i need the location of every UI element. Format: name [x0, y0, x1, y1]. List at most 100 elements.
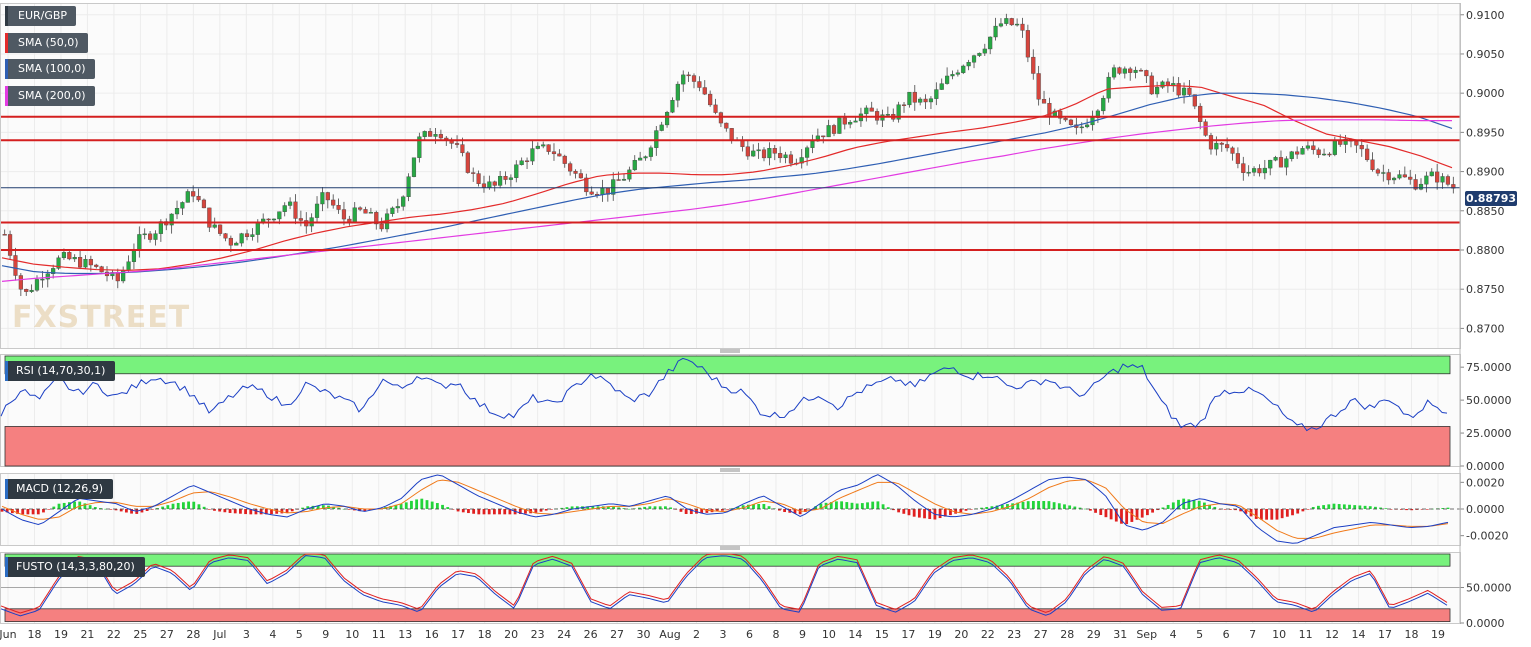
candle-body [1106, 76, 1111, 99]
candle-body [1009, 18, 1014, 26]
macd-histogram-bar [658, 506, 662, 509]
x-tick-label: 19 [928, 628, 942, 641]
macd-title[interactable]: MACD (12,26,9) [5, 479, 114, 499]
rsi-tick-label: 0.0000 [1466, 460, 1505, 473]
macd-histogram-bar [472, 509, 476, 514]
fusto-title-label: FUSTO (14,3,3,80,20) [16, 560, 135, 573]
candle-body [476, 173, 481, 184]
macd-histogram-bar [783, 509, 787, 513]
macd-histogram-bar [430, 501, 434, 509]
candle-body [1004, 18, 1009, 24]
macd-histogram-bar [741, 505, 745, 509]
macd-histogram-bar [1337, 504, 1341, 509]
x-tick-label: 11 [372, 628, 386, 641]
macd-histogram-bar [886, 507, 890, 509]
macd-histogram-bar [943, 509, 947, 517]
x-tick-label: 30 [637, 628, 651, 641]
candle-body [772, 148, 777, 154]
candle-body [1284, 158, 1289, 168]
macd-histogram-bar [1073, 506, 1077, 509]
macd-histogram-bar [814, 506, 818, 509]
macd-title-swatch [5, 479, 8, 499]
x-tick-label: 17 [451, 628, 465, 641]
macd-histogram-bar [1166, 504, 1170, 509]
macd-histogram-bar [990, 506, 994, 509]
candle-body [971, 55, 977, 63]
macd-histogram-bar [1083, 508, 1087, 510]
candle-body [686, 74, 691, 77]
candle-body [675, 83, 680, 101]
candle-body [756, 149, 761, 152]
candle-body [1015, 23, 1020, 26]
x-tick-label: 27 [1034, 628, 1048, 641]
x-tick-label: Jul [212, 628, 226, 641]
candle-body [697, 81, 702, 88]
candle-body [627, 169, 632, 180]
legend-sma-200[interactable]: SMA (200,0) [5, 86, 95, 106]
macd-histogram-bar [928, 509, 932, 520]
macd-histogram-bar [275, 509, 279, 514]
macd-histogram-bar [130, 509, 133, 514]
legend-sma-200-swatch [5, 86, 8, 106]
x-tick-label: 5 [296, 628, 303, 641]
candle-body [1149, 75, 1154, 95]
legend-sma-100[interactable]: SMA (100,0) [5, 59, 95, 79]
candle-body [659, 124, 664, 131]
candle-body [88, 259, 93, 266]
candle-body [1214, 142, 1219, 150]
macd-histogram-bar [1109, 509, 1113, 520]
candle-body [1246, 172, 1251, 174]
candle-body [546, 144, 551, 152]
candle-body [998, 23, 1004, 27]
candle-body [438, 134, 443, 139]
candle-body [724, 122, 729, 129]
macd-histogram-bar [420, 498, 424, 509]
macd-histogram-bar [140, 509, 144, 513]
legend-instrument-swatch [5, 6, 8, 26]
candle-body [78, 257, 83, 268]
legend-sma-50[interactable]: SMA (50,0) [5, 33, 88, 53]
candle-body [621, 178, 627, 181]
macd-histogram-bar [907, 509, 911, 516]
x-tick-label: 9 [322, 628, 329, 641]
macd-histogram-bar [1322, 505, 1326, 509]
candle-body [142, 233, 147, 236]
macd-histogram-bar [482, 509, 486, 515]
macd-histogram-bar [627, 508, 631, 510]
candle-body [1138, 69, 1144, 72]
macd-histogram-bar [1047, 501, 1051, 509]
macd-histogram-bar [684, 509, 688, 514]
candle-body [514, 164, 519, 178]
x-tick-label: Aug [659, 628, 680, 641]
x-tick-label: 25 [133, 628, 147, 641]
macd-histogram-bar [1374, 506, 1377, 509]
candle-body [1225, 144, 1230, 149]
macd-histogram-bar [290, 509, 294, 512]
macd-histogram-bar [1441, 508, 1445, 509]
macd-histogram-bar [181, 502, 185, 509]
macd-histogram-bar [1280, 509, 1284, 519]
candle-body [918, 98, 923, 103]
macd-histogram-bar [218, 509, 222, 512]
macd-histogram-bar [176, 502, 180, 509]
candle-body [148, 233, 153, 240]
candle-body [1408, 176, 1413, 180]
macd-histogram-bar [1031, 501, 1035, 509]
legend-instrument[interactable]: EUR/GBP [5, 6, 77, 26]
macd-histogram-bar [270, 509, 273, 515]
macd-histogram-bar [954, 509, 958, 514]
candle-body [45, 273, 50, 280]
candle-body [837, 117, 842, 134]
candle-body [363, 209, 368, 214]
candle-body [923, 98, 928, 103]
fusto-title[interactable]: FUSTO (14,3,3,80,20) [5, 557, 145, 577]
fusto-tick-label: 50.0000 [1466, 582, 1512, 595]
candle-body [670, 100, 675, 113]
candle-body [1273, 157, 1278, 161]
x-tick-label: 4 [269, 628, 276, 641]
candle-body [228, 237, 233, 246]
candle-body [831, 125, 837, 134]
rsi-title[interactable]: RSI (14,70,30,1) [5, 361, 116, 381]
x-tick-label: 20 [954, 628, 968, 641]
x-tick-label: 13 [398, 628, 412, 641]
